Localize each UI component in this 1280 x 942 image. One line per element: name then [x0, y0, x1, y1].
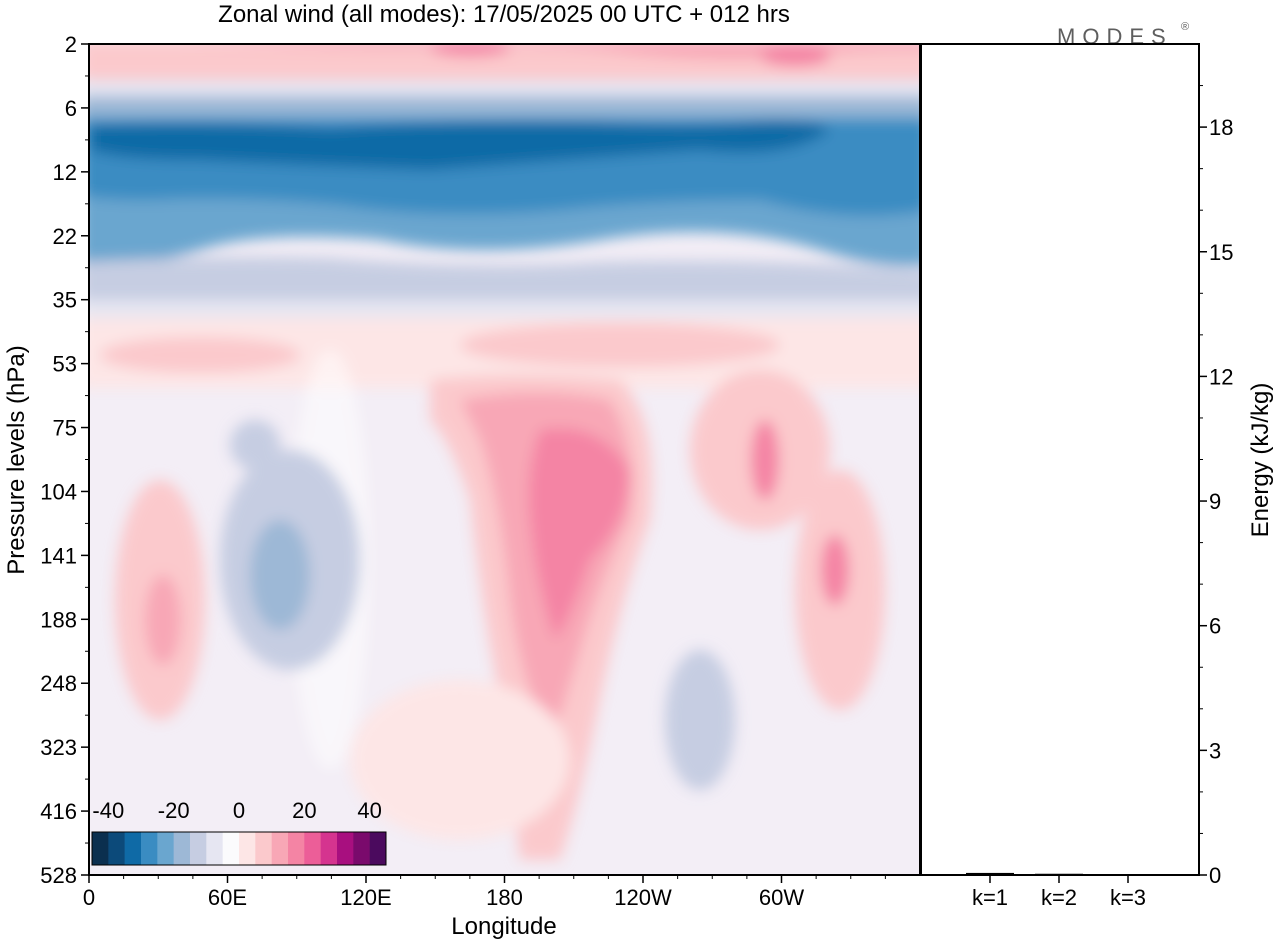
colorbar-label: 20 [292, 798, 316, 823]
longitude-tick-label: 120E [340, 885, 391, 910]
longitude-tick-label: 60E [208, 885, 247, 910]
x-axis-title: Longitude [451, 913, 556, 940]
energy-bar [966, 872, 1014, 875]
easterly-core [90, 119, 830, 170]
far-right-westerly-core [821, 535, 849, 605]
longitude-axis: 0 60E 120E 180 120W 60W [83, 875, 886, 910]
pressure-tick-label: 416 [40, 799, 77, 824]
energy-tick-label: 0 [1209, 863, 1221, 888]
energy-bars [966, 872, 1152, 876]
top-westerly-core [250, 44, 920, 59]
field-contours [89, 44, 920, 860]
longitude-tick-label: 60W [759, 885, 804, 910]
energy-tick-label: 18 [1209, 115, 1233, 140]
colorbar-swatch [239, 832, 256, 865]
colorbar-swatch [92, 832, 109, 865]
band-zero [89, 300, 920, 318]
energy-category-label: k=2 [1041, 885, 1077, 910]
colorbar-swatch [271, 832, 289, 865]
westerly-patch-b [460, 323, 780, 367]
pressure-tick-label: 35 [53, 288, 77, 313]
pressure-tick-label: 104 [40, 479, 77, 504]
longitude-tick-label: 0 [83, 885, 95, 910]
central-plume-core [528, 428, 630, 640]
colorbar-swatch [304, 832, 321, 865]
right-westerly-core [751, 420, 779, 500]
pressure-tick-label: 248 [40, 671, 77, 696]
energy-tick-label: 9 [1209, 489, 1221, 514]
colorbar-label: -20 [158, 798, 190, 823]
energy-categories: k=1 k=2 k=3 [972, 875, 1146, 910]
left-westerly-core [145, 575, 181, 665]
energy-panel-frame [920, 43, 1200, 876]
longitude-tick-label: 120W [614, 885, 672, 910]
pressure-tick-label: 141 [40, 543, 77, 568]
colorbar-swatch [124, 832, 142, 865]
lower-easterly-patch [665, 650, 735, 790]
energy-category-label: k=1 [972, 885, 1008, 910]
colorbar-label: -40 [92, 798, 124, 823]
top-westerly-max-b [760, 46, 830, 66]
energy-tick-label: 6 [1209, 614, 1221, 639]
pressure-tick-label: 528 [40, 863, 77, 888]
colorbar-swatch [157, 832, 174, 865]
left-easterly-core [250, 520, 310, 630]
energy-tick-label: 3 [1209, 738, 1221, 763]
colorbar-swatch [190, 832, 207, 865]
colorbar-swatches [92, 832, 387, 865]
easterly-blob [230, 420, 280, 470]
pressure-tick-label: 323 [40, 735, 77, 760]
westerly-patch-a [100, 337, 300, 373]
lower-weak-westerly [350, 680, 570, 840]
pressure-tick-label: 22 [53, 224, 77, 249]
colorbar-swatch [173, 832, 191, 865]
band-easterly-edge [89, 96, 920, 118]
energy-category-label: k=3 [1110, 885, 1146, 910]
energy-tick-label: 15 [1209, 240, 1233, 265]
pressure-tick-label: 2 [65, 32, 77, 57]
colorbar-swatch [206, 832, 223, 865]
colorbar-swatch [222, 832, 240, 865]
top-westerly-max-a [430, 44, 510, 56]
colorbar-swatch [288, 832, 305, 865]
pressure-tick-label: 12 [53, 160, 77, 185]
energy-bar [1104, 874, 1152, 876]
colorbar: -40 -20 0 20 40 [91, 798, 387, 866]
pressure-tick-label: 188 [40, 607, 77, 632]
energy-axis: 0 3 6 9 12 15 18 [1199, 85, 1233, 888]
band-weak-easterly [89, 257, 920, 305]
band-transition [89, 80, 920, 98]
colorbar-swatch [353, 832, 370, 865]
pressure-tick-label: 6 [65, 96, 77, 121]
chart-title: Zonal wind (all modes): 17/05/2025 00 UT… [218, 1, 790, 28]
colorbar-frame [91, 831, 387, 866]
energy-tick-label: 12 [1209, 364, 1233, 389]
colorbar-swatch [337, 832, 354, 865]
energy-bar [1035, 873, 1083, 876]
colorbar-swatch [255, 832, 272, 865]
colorbar-swatch [369, 832, 387, 865]
pressure-tick-label: 75 [53, 416, 77, 441]
longitude-tick-label: 180 [486, 885, 523, 910]
pressure-axis: 2 6 12 22 35 53 75 104 141 188 248 323 416 528 [40, 32, 89, 888]
energy-axis-title: Energy (kJ/kg) [1247, 383, 1274, 538]
colorbar-labels: -40 -20 0 20 40 [92, 798, 381, 823]
colorbar-swatch [141, 832, 158, 865]
colorbar-swatch [320, 832, 338, 865]
registered-mark: ® [1181, 21, 1189, 33]
pressure-tick-label: 53 [53, 352, 77, 377]
colorbar-swatch [108, 832, 125, 865]
colorbar-label: 40 [357, 798, 381, 823]
colorbar-label: 0 [233, 798, 245, 823]
y-axis-title: Pressure levels (hPa) [3, 345, 30, 574]
wind-field [89, 44, 920, 875]
